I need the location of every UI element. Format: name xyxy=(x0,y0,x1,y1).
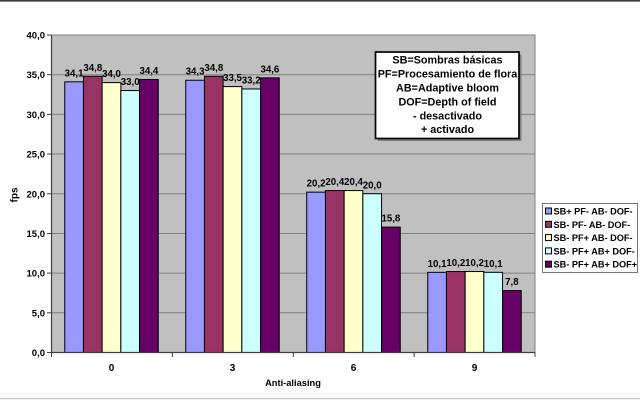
svg-text:20,4: 20,4 xyxy=(344,177,363,188)
svg-text:20,0: 20,0 xyxy=(27,189,46,200)
svg-text:0: 0 xyxy=(109,363,115,374)
svg-text:9: 9 xyxy=(472,363,478,374)
svg-text:3: 3 xyxy=(230,363,236,374)
svg-text:- desactivado: - desactivado xyxy=(413,110,482,122)
svg-text:33,2: 33,2 xyxy=(242,75,261,86)
svg-text:fps: fps xyxy=(10,187,21,202)
svg-text:15,0: 15,0 xyxy=(27,229,46,240)
svg-text:SB- PF- AB- DOF-: SB- PF- AB- DOF- xyxy=(554,220,631,230)
svg-text:AB=Adaptive bloom: AB=Adaptive bloom xyxy=(396,83,499,95)
svg-text:SB+ PF- AB- DOF-: SB+ PF- AB- DOF- xyxy=(554,207,633,217)
svg-text:PF=Procesamiento de flora: PF=Procesamiento de flora xyxy=(378,69,519,81)
svg-text:10,1: 10,1 xyxy=(484,259,503,270)
svg-text:34,1: 34,1 xyxy=(65,68,84,79)
svg-text:34,4: 34,4 xyxy=(139,66,158,77)
svg-text:SB=Sombras básicas: SB=Sombras básicas xyxy=(392,55,502,67)
svg-text:35,0: 35,0 xyxy=(27,70,46,81)
svg-text:SB- PF+ AB+ DOF-: SB- PF+ AB+ DOF- xyxy=(554,246,635,256)
svg-text:DOF=Depth of field: DOF=Depth of field xyxy=(398,96,496,108)
svg-text:20,2: 20,2 xyxy=(307,179,326,190)
svg-text:30,0: 30,0 xyxy=(27,110,46,121)
svg-text:20,0: 20,0 xyxy=(363,180,382,191)
svg-text:33,5: 33,5 xyxy=(223,73,242,84)
svg-text:15,8: 15,8 xyxy=(381,214,400,225)
svg-text:34,3: 34,3 xyxy=(186,67,205,78)
svg-text:25,0: 25,0 xyxy=(27,150,46,161)
svg-text:0,0: 0,0 xyxy=(32,348,45,359)
svg-text:SB- PF+ AB+ DOF+: SB- PF+ AB+ DOF+ xyxy=(554,260,638,270)
svg-text:10,1: 10,1 xyxy=(428,259,447,270)
svg-text:SB- PF+ AB- DOF-: SB- PF+ AB- DOF- xyxy=(554,233,633,243)
svg-text:6: 6 xyxy=(351,363,357,374)
svg-text:5,0: 5,0 xyxy=(32,308,45,319)
svg-text:Anti-aliasing: Anti-aliasing xyxy=(265,378,321,388)
svg-text:40,0: 40,0 xyxy=(27,31,46,42)
svg-text:33,0: 33,0 xyxy=(121,77,140,88)
svg-text:7,8: 7,8 xyxy=(505,277,519,288)
svg-text:10,2: 10,2 xyxy=(465,258,484,269)
svg-text:20,4: 20,4 xyxy=(325,177,344,188)
svg-text:34,8: 34,8 xyxy=(204,63,223,74)
svg-text:10,0: 10,0 xyxy=(27,269,46,280)
svg-text:34,8: 34,8 xyxy=(83,63,102,74)
svg-text:10,2: 10,2 xyxy=(446,258,465,269)
svg-text:34,6: 34,6 xyxy=(260,64,279,75)
svg-text:34,0: 34,0 xyxy=(102,69,121,80)
svg-text:+ activado: + activado xyxy=(421,124,475,136)
